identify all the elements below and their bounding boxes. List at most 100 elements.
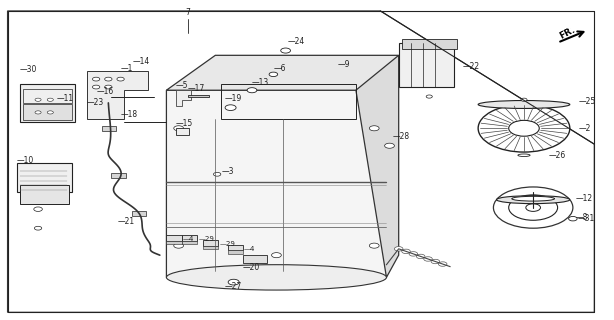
Bar [222, 84, 356, 119]
Circle shape [104, 77, 112, 81]
Circle shape [93, 77, 100, 81]
Circle shape [174, 126, 184, 131]
Circle shape [47, 111, 53, 114]
Bar [228, 251, 243, 253]
Text: —21: —21 [117, 217, 134, 226]
Bar [182, 241, 197, 244]
Text: —11: —11 [56, 94, 74, 103]
Circle shape [34, 207, 42, 212]
Circle shape [424, 257, 432, 261]
Text: —29: —29 [198, 236, 214, 242]
Circle shape [478, 105, 570, 152]
Bar [17, 163, 72, 192]
Bar [402, 39, 457, 49]
Circle shape [394, 247, 403, 251]
Text: —28: —28 [392, 132, 410, 141]
Bar [166, 235, 182, 241]
Bar [398, 43, 454, 87]
Circle shape [104, 85, 112, 89]
Text: —30: —30 [20, 65, 37, 74]
Text: —20: —20 [242, 263, 259, 272]
Text: 7: 7 [185, 8, 190, 17]
Bar [23, 105, 72, 120]
Bar [203, 240, 219, 246]
Circle shape [93, 85, 100, 89]
Text: —10: —10 [17, 156, 34, 164]
Text: —15: —15 [176, 119, 193, 128]
Circle shape [569, 216, 577, 221]
Text: FR.: FR. [558, 25, 577, 41]
Circle shape [225, 105, 236, 110]
Circle shape [526, 204, 540, 212]
Bar [228, 245, 243, 251]
Text: —17: —17 [188, 84, 205, 93]
Text: —25: —25 [579, 97, 596, 106]
Ellipse shape [497, 196, 570, 204]
Polygon shape [166, 55, 398, 90]
Bar [182, 235, 197, 241]
Circle shape [35, 111, 41, 114]
Bar [102, 126, 116, 131]
Text: —12: —12 [576, 194, 593, 203]
Text: —2: —2 [579, 124, 591, 133]
Circle shape [214, 172, 221, 176]
Circle shape [370, 126, 379, 131]
Bar [23, 89, 72, 103]
Circle shape [370, 243, 379, 248]
Text: —23: —23 [87, 99, 104, 108]
Ellipse shape [478, 100, 570, 108]
Circle shape [228, 279, 239, 285]
Circle shape [438, 262, 447, 266]
Circle shape [494, 187, 573, 228]
Bar [166, 241, 182, 244]
Circle shape [247, 88, 257, 93]
Text: —3: —3 [222, 167, 234, 176]
Polygon shape [166, 90, 386, 277]
Text: —14: —14 [133, 57, 150, 66]
Bar [131, 212, 146, 216]
Circle shape [269, 72, 278, 76]
Circle shape [426, 95, 432, 98]
Text: —13: —13 [252, 78, 270, 87]
Bar [20, 185, 69, 204]
Circle shape [271, 252, 281, 258]
Bar [188, 95, 209, 97]
Text: —1: —1 [120, 63, 133, 73]
Bar [176, 128, 189, 135]
Circle shape [35, 98, 41, 101]
Bar [243, 255, 267, 263]
Text: —18: —18 [120, 109, 138, 118]
Text: —6: —6 [273, 63, 286, 73]
Text: —27: —27 [225, 282, 242, 292]
Text: —24: —24 [287, 36, 305, 45]
Text: —8: —8 [576, 212, 588, 222]
Text: —9: —9 [338, 60, 350, 69]
Circle shape [384, 143, 394, 148]
Bar [203, 246, 219, 249]
Text: —16: —16 [96, 87, 114, 96]
Text: —31: —31 [578, 214, 595, 223]
Circle shape [416, 254, 425, 259]
Ellipse shape [518, 154, 530, 156]
Text: —29: —29 [220, 241, 236, 247]
Text: —5: —5 [176, 81, 188, 90]
Text: —26: —26 [548, 151, 565, 160]
Text: —19: —19 [225, 94, 242, 103]
Circle shape [117, 77, 124, 81]
Bar [111, 173, 126, 178]
Circle shape [47, 98, 53, 101]
Circle shape [409, 252, 418, 256]
Text: —22: —22 [463, 62, 480, 71]
Circle shape [174, 243, 184, 248]
Circle shape [509, 120, 539, 136]
Circle shape [402, 249, 410, 253]
Bar [20, 84, 75, 122]
Ellipse shape [166, 265, 386, 290]
Circle shape [34, 226, 42, 230]
Text: —4: —4 [244, 246, 255, 252]
Ellipse shape [511, 196, 554, 201]
Text: —4: —4 [183, 236, 194, 242]
Circle shape [521, 98, 527, 101]
Circle shape [281, 48, 290, 53]
Polygon shape [176, 90, 191, 106]
